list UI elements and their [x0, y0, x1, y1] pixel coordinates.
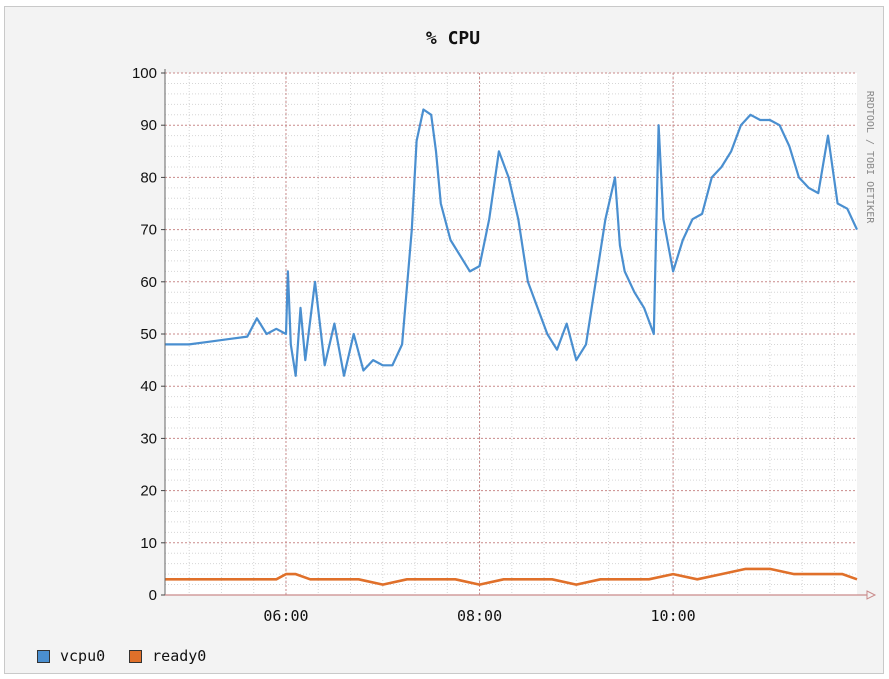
axes [161, 69, 877, 600]
y-tick-label: 10 [140, 535, 157, 552]
y-tick-label: 40 [140, 378, 157, 395]
series-line-vcpu0 [165, 108, 858, 377]
y-tick-label: 70 [140, 222, 157, 239]
chart-frame: % CPU RRDTOOL / TOBI OETIKER 0 10 20 30 40 50… [4, 6, 884, 674]
grid [165, 72, 857, 596]
chart-title: % CPU [426, 28, 480, 49]
y-tick-label: 80 [140, 169, 157, 186]
series-lines [165, 108, 858, 586]
legend-swatch-vcpu0 [37, 649, 50, 663]
legend-label-ready0: ready0 [152, 647, 207, 665]
x-tick-label: 08:00 [457, 607, 502, 625]
rrdtool-side-label: RRDTOOL / TOBI OETIKER [864, 91, 875, 224]
y-tick-label: 20 [140, 483, 157, 500]
x-axis-ticks: 06:00 08:00 10:00 [263, 607, 695, 625]
y-tick-label: 50 [140, 326, 157, 343]
x-tick-label: 10:00 [651, 607, 696, 625]
x-axis-arrow [866, 590, 877, 600]
cpu-chart: % CPU RRDTOOL / TOBI OETIKER 0 10 20 30 40 50… [132, 28, 877, 625]
y-tick-label: 60 [140, 274, 157, 291]
y-axis-ticks: 0 10 20 30 40 50 60 70 80 90 100 [132, 65, 157, 604]
legend-item-ready0: ready0 [129, 647, 206, 665]
legend-item-vcpu0: vcpu0 [37, 647, 105, 665]
y-tick-label: 100 [132, 65, 157, 82]
legend-swatch-ready0 [129, 649, 143, 663]
y-tick-label: 90 [140, 117, 157, 134]
x-tick-label: 06:00 [263, 607, 308, 625]
series-line-ready0 [165, 567, 858, 586]
legend: vcpu0 ready0 [37, 647, 220, 665]
y-tick-label: 0 [149, 587, 157, 604]
y-tick-label: 30 [140, 430, 157, 447]
legend-label-vcpu0: vcpu0 [60, 647, 106, 665]
